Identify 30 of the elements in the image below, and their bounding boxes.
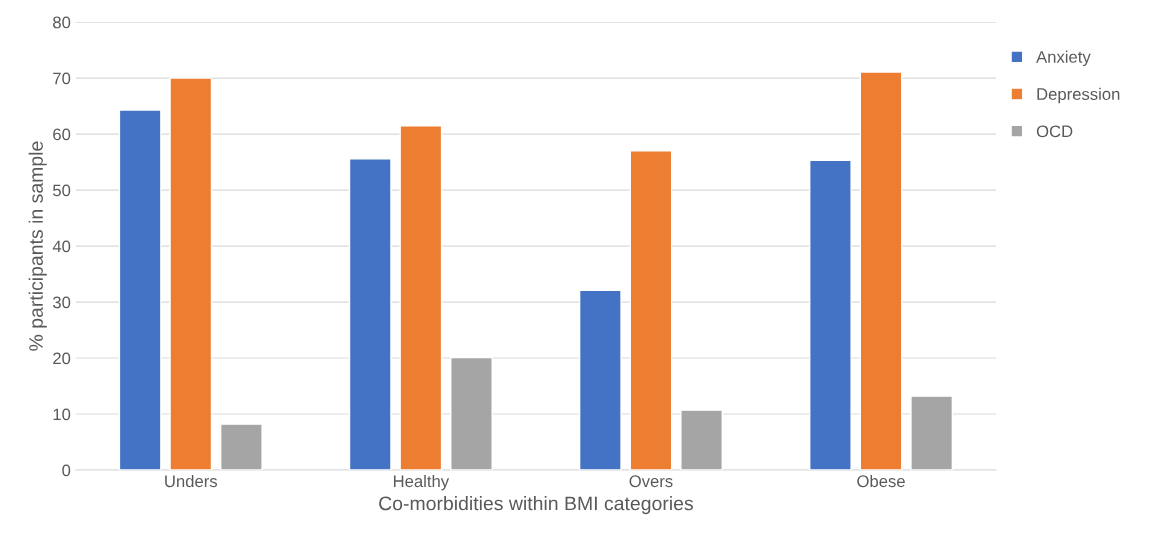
legend-label: Anxiety — [1036, 50, 1091, 67]
x-tick-label: Healthy — [393, 474, 450, 491]
legend-label: OCD — [1036, 125, 1073, 138]
y-tick-label: 20 — [53, 352, 71, 365]
bar — [348, 158, 392, 471]
y-tick-label: 30 — [52, 296, 71, 309]
y-tick-label: 50 — [52, 184, 71, 197]
y-axis-title: % participants in sample — [28, 141, 47, 351]
bar — [809, 159, 852, 471]
bar — [859, 71, 903, 471]
bar — [118, 109, 162, 471]
y-tick-label: 60 — [53, 128, 71, 141]
bar — [169, 77, 213, 471]
y-tick-label: 0 — [62, 464, 71, 477]
x-axis-title: Co-morbidities within BMI categories — [379, 496, 693, 515]
y-tick-label: 10 — [53, 408, 71, 421]
legend-label: Depression — [1037, 87, 1120, 104]
bar — [578, 289, 622, 471]
y-tick-label: 70 — [53, 72, 71, 85]
bar — [680, 409, 723, 471]
bar — [399, 125, 443, 471]
x-tick-label: Obese — [857, 474, 905, 488]
x-tick-label: Unders — [165, 474, 218, 488]
bar — [219, 423, 263, 471]
bar — [450, 356, 493, 471]
y-tick-label: 40 — [52, 240, 71, 253]
x-tick-label: Overs — [629, 475, 673, 488]
bar — [629, 150, 673, 471]
bar — [910, 395, 954, 471]
y-tick-label: 80 — [53, 16, 71, 29]
